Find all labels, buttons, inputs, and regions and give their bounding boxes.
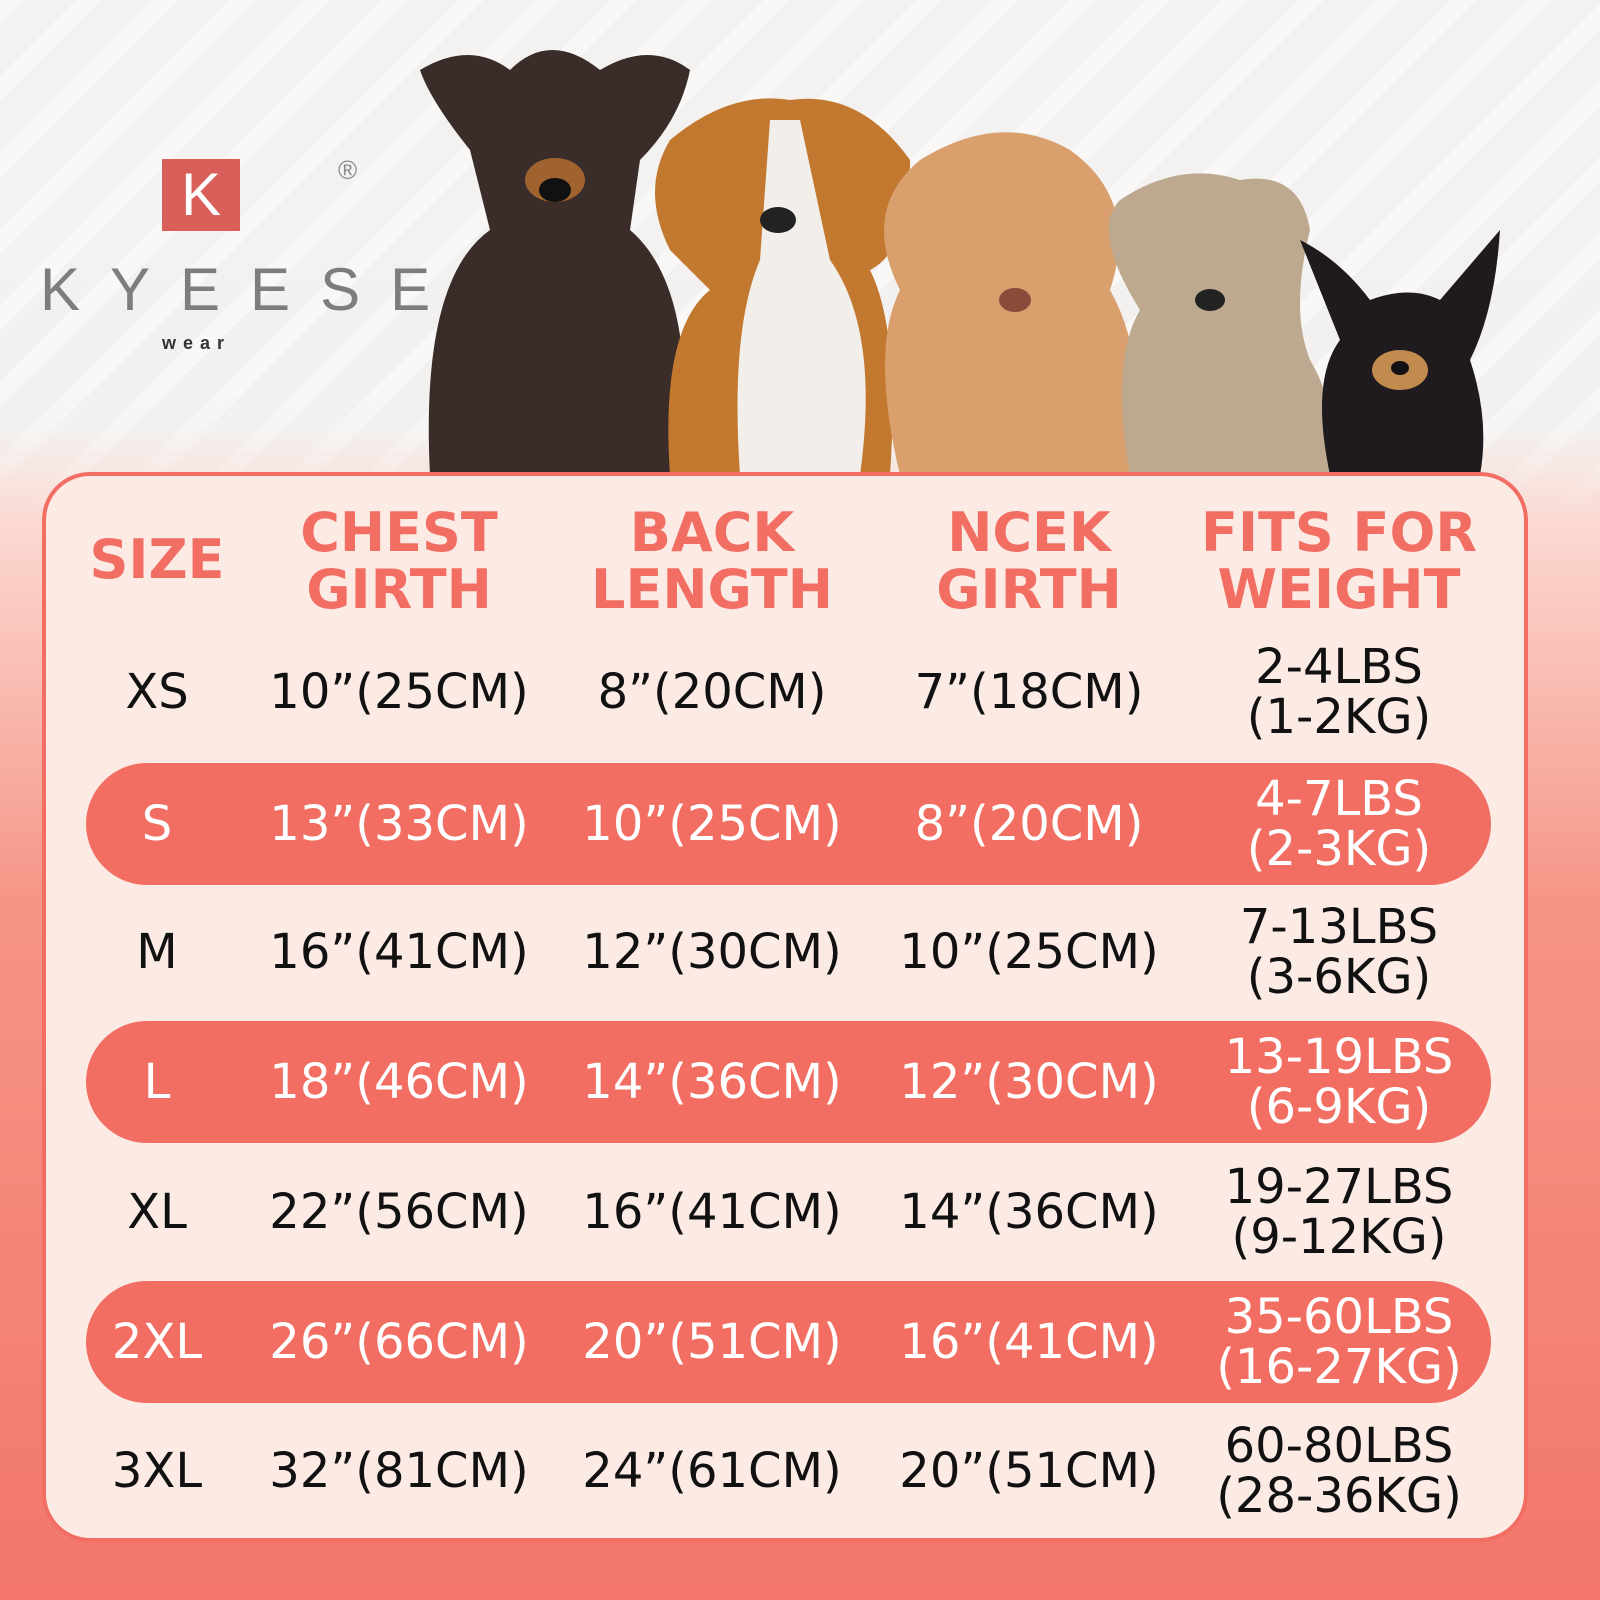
cell-neck: 12”(30CM) — [899, 1054, 1159, 1110]
table-row-s: S 13”(33CM) 10”(25CM) 8”(20CM) 4-7LBS (2-3KG) — [86, 763, 1491, 885]
cell-weight: 13-19LBS (6-9KG) — [1225, 1032, 1454, 1132]
schnauzer-image — [1108, 173, 1333, 475]
weight-line: 7-13LBS — [1239, 899, 1439, 955]
size-chart-table: SIZE CHEST GIRTH BACK LENGTH NCEK GIRTH FIT… — [42, 472, 1528, 1542]
chihuahua-image — [1300, 230, 1500, 475]
weight-line: (1-2KG) — [1246, 689, 1432, 745]
cell-back: 12”(30CM) — [582, 924, 842, 980]
cell-size: M — [136, 924, 178, 980]
header-chest-girth: CHEST GIRTH — [300, 501, 498, 621]
cell-weight: 7-13LBS (3-6KG) — [1240, 902, 1438, 1002]
beagle-image — [655, 98, 910, 475]
cell-neck: 7”(18CM) — [914, 664, 1144, 720]
table-row-3xl: 3XL 32”(81CM) 24”(61CM) 20”(51CM) 60-80LBS (2… — [86, 1410, 1491, 1532]
cell-size: L — [143, 1054, 171, 1110]
registered-mark: ® — [338, 155, 358, 185]
weight-line: (28-36KG) — [1216, 1468, 1462, 1524]
brand-subtitle: wear — [162, 333, 232, 353]
cell-size: 3XL — [111, 1443, 203, 1499]
table-row-xl: XL 22”(56CM) 16”(41CM) 14”(36CM) 19-27LBS (9-… — [86, 1151, 1491, 1273]
cell-size: XL — [127, 1184, 187, 1240]
cell-chest: 26”(66CM) — [269, 1314, 529, 1370]
table-row-m: M 16”(41CM) 12”(30CM) 10”(25CM) 7-13LBS (3-6K… — [86, 891, 1491, 1013]
cell-weight: 19-27LBS (9-12KG) — [1225, 1162, 1454, 1262]
doberman-image — [420, 50, 690, 475]
cell-chest: 10”(25CM) — [269, 664, 529, 720]
cell-back: 14”(36CM) — [582, 1054, 842, 1110]
header-weight: FITS FOR WEIGHT — [1201, 501, 1477, 621]
cell-size: 2XL — [111, 1314, 203, 1370]
logo-mark: K — [162, 159, 240, 231]
cell-neck: 20”(51CM) — [899, 1443, 1159, 1499]
header-neck-girth: NCEK GIRTH — [936, 501, 1122, 621]
cell-chest: 16”(41CM) — [269, 924, 529, 980]
cell-neck: 10”(25CM) — [899, 924, 1159, 980]
cell-back: 16”(41CM) — [582, 1184, 842, 1240]
cell-weight: 4-7LBS (2-3KG) — [1247, 774, 1432, 874]
cell-back: 8”(20CM) — [597, 664, 827, 720]
table-row-2xl: 2XL 26”(66CM) 20”(51CM) 16”(41CM) 35-60LBS (1… — [86, 1281, 1491, 1403]
poodle-image — [884, 132, 1137, 475]
weight-line: 60-80LBS — [1224, 1418, 1454, 1474]
header-size: SIZE — [89, 528, 225, 591]
cell-chest: 18”(46CM) — [269, 1054, 529, 1110]
cell-back: 10”(25CM) — [582, 796, 842, 852]
weight-line: (6-9KG) — [1246, 1079, 1432, 1135]
brand-logo: K ® KYEESE wear — [40, 155, 430, 365]
cell-neck: 14”(36CM) — [899, 1184, 1159, 1240]
cell-chest: 32”(81CM) — [269, 1443, 529, 1499]
cell-size: XS — [125, 664, 189, 720]
weight-line: 13-19LBS — [1224, 1029, 1454, 1085]
weight-line: (9-12KG) — [1231, 1209, 1447, 1265]
cell-neck: 16”(41CM) — [899, 1314, 1159, 1370]
brand-name: KYEESE — [40, 256, 461, 323]
table-row-xs: XS 10”(25CM) 8”(20CM) 7”(18CM) 2-4LBS (1-2KG) — [86, 631, 1491, 753]
cell-weight: 35-60LBS (16-27KG) — [1216, 1292, 1462, 1392]
weight-line: (2-3KG) — [1246, 821, 1432, 877]
weight-line: 4-7LBS — [1255, 771, 1423, 827]
weight-line: (3-6KG) — [1246, 949, 1432, 1005]
table-row-l: L 18”(46CM) 14”(36CM) 12”(30CM) 13-19LBS (6-9… — [86, 1021, 1491, 1143]
cell-back: 20”(51CM) — [582, 1314, 842, 1370]
weight-line: 2-4LBS — [1255, 639, 1423, 695]
cell-chest: 13”(33CM) — [269, 796, 529, 852]
cell-neck: 8”(20CM) — [914, 796, 1144, 852]
dogs-photo — [420, 50, 1500, 475]
cell-chest: 22”(56CM) — [269, 1184, 529, 1240]
cell-weight: 60-80LBS (28-36KG) — [1216, 1421, 1462, 1521]
header-back-length: BACK LENGTH — [591, 501, 833, 621]
weight-line: 35-60LBS — [1224, 1289, 1454, 1345]
cell-weight: 2-4LBS (1-2KG) — [1247, 642, 1432, 742]
cell-size: S — [141, 796, 173, 852]
weight-line: 19-27LBS — [1224, 1159, 1454, 1215]
weight-line: (16-27KG) — [1216, 1339, 1462, 1395]
cell-back: 24”(61CM) — [582, 1443, 842, 1499]
